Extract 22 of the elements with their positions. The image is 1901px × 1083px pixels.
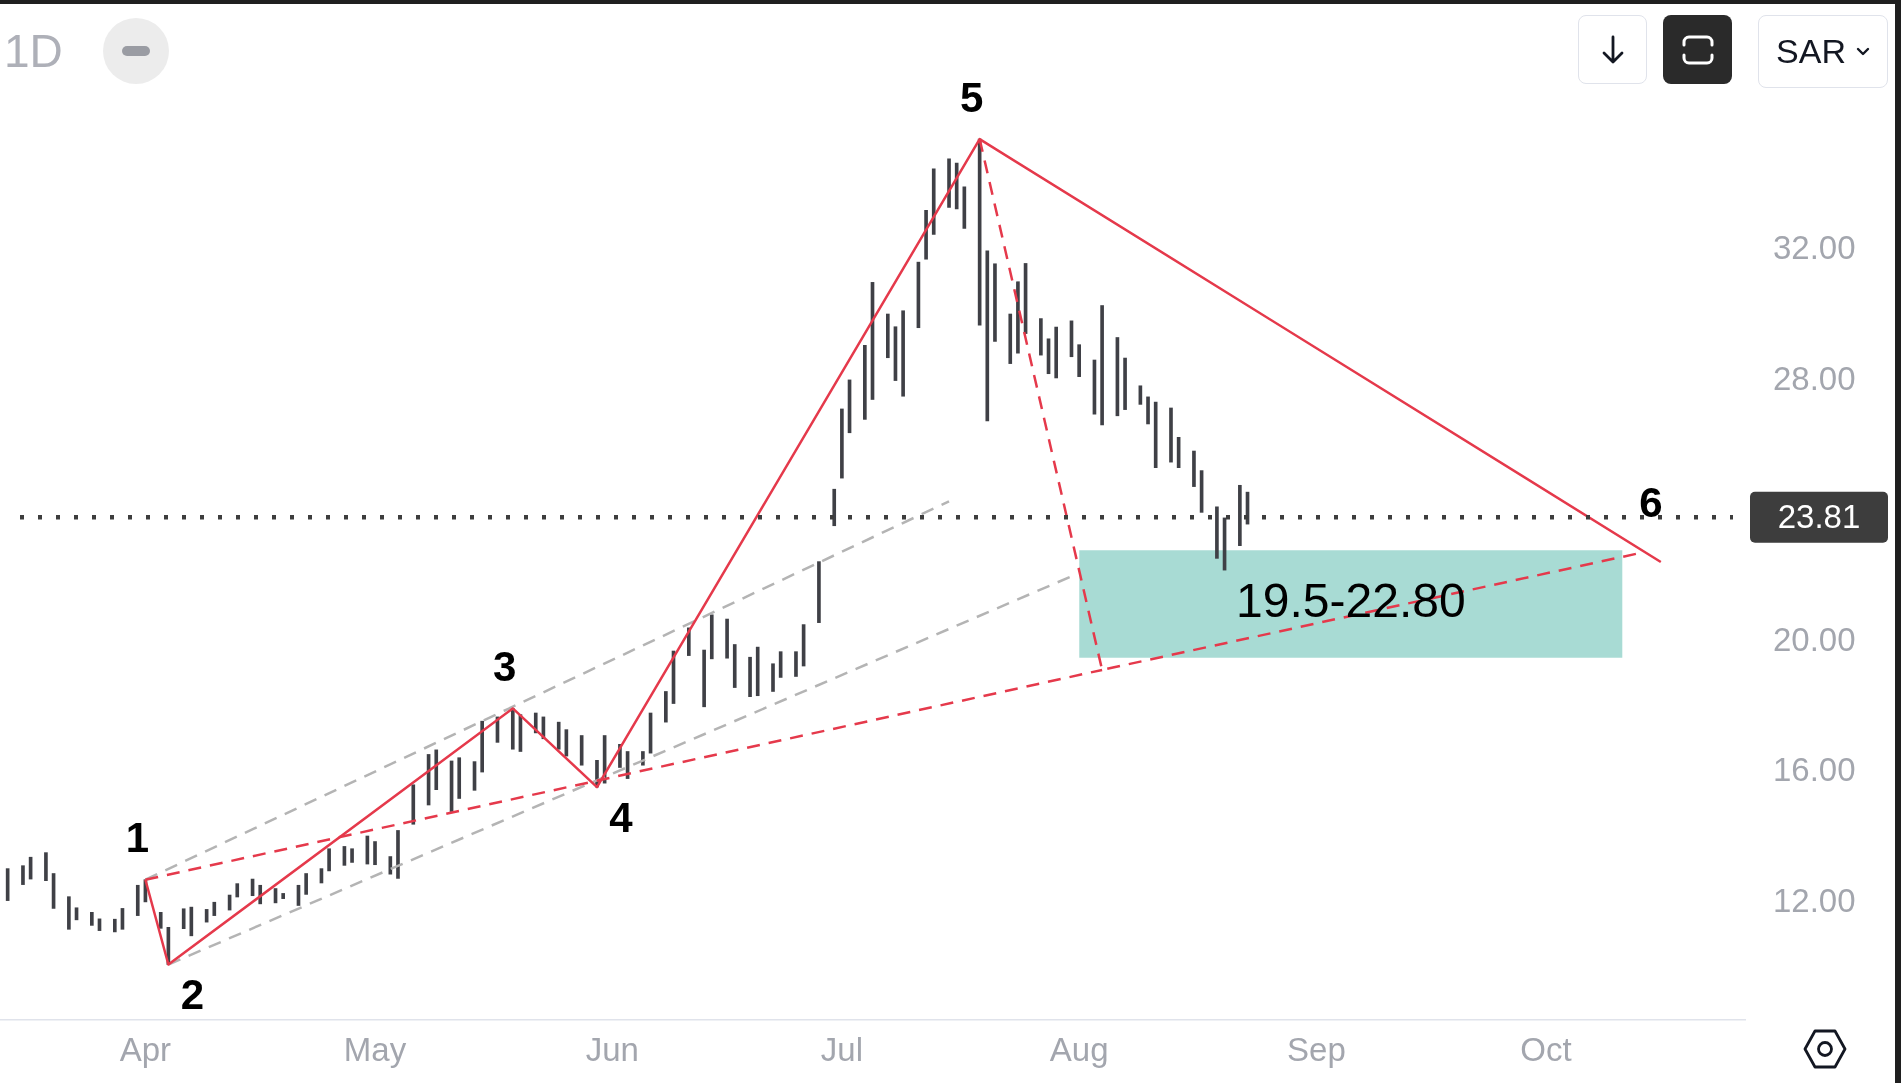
- annotation: 1: [125, 814, 150, 862]
- x-tick-label: Aug: [1049, 1030, 1109, 1068]
- chart-title: 1D: [4, 24, 63, 79]
- y-tick-label: 20.00: [1773, 620, 1856, 658]
- x-tick-label: May: [343, 1030, 407, 1068]
- ref-line-label: 23.81: [1777, 498, 1861, 536]
- y-tick-label: 28.00: [1773, 359, 1856, 397]
- y-axis-title: SAR: [1776, 32, 1846, 71]
- x-tick-label: Oct: [1520, 1030, 1572, 1068]
- annotation: 4: [609, 793, 634, 841]
- x-tick-label: Jun: [585, 1030, 639, 1068]
- x-tick-label: Sep: [1287, 1030, 1346, 1068]
- currency-dropdown: SAR: [1758, 15, 1888, 88]
- x-tick-label: Jul: [820, 1030, 863, 1068]
- annotation: 2: [180, 971, 205, 1019]
- y-tick-label: 32.00: [1773, 229, 1856, 267]
- y-tick-label: 16.00: [1773, 751, 1856, 789]
- y-tick-label: 12.00: [1773, 881, 1856, 919]
- annotation: 6: [1639, 478, 1663, 526]
- x-tick-label: Apr: [119, 1030, 172, 1068]
- annotation: 3: [493, 643, 517, 691]
- annotation: 5: [959, 73, 984, 121]
